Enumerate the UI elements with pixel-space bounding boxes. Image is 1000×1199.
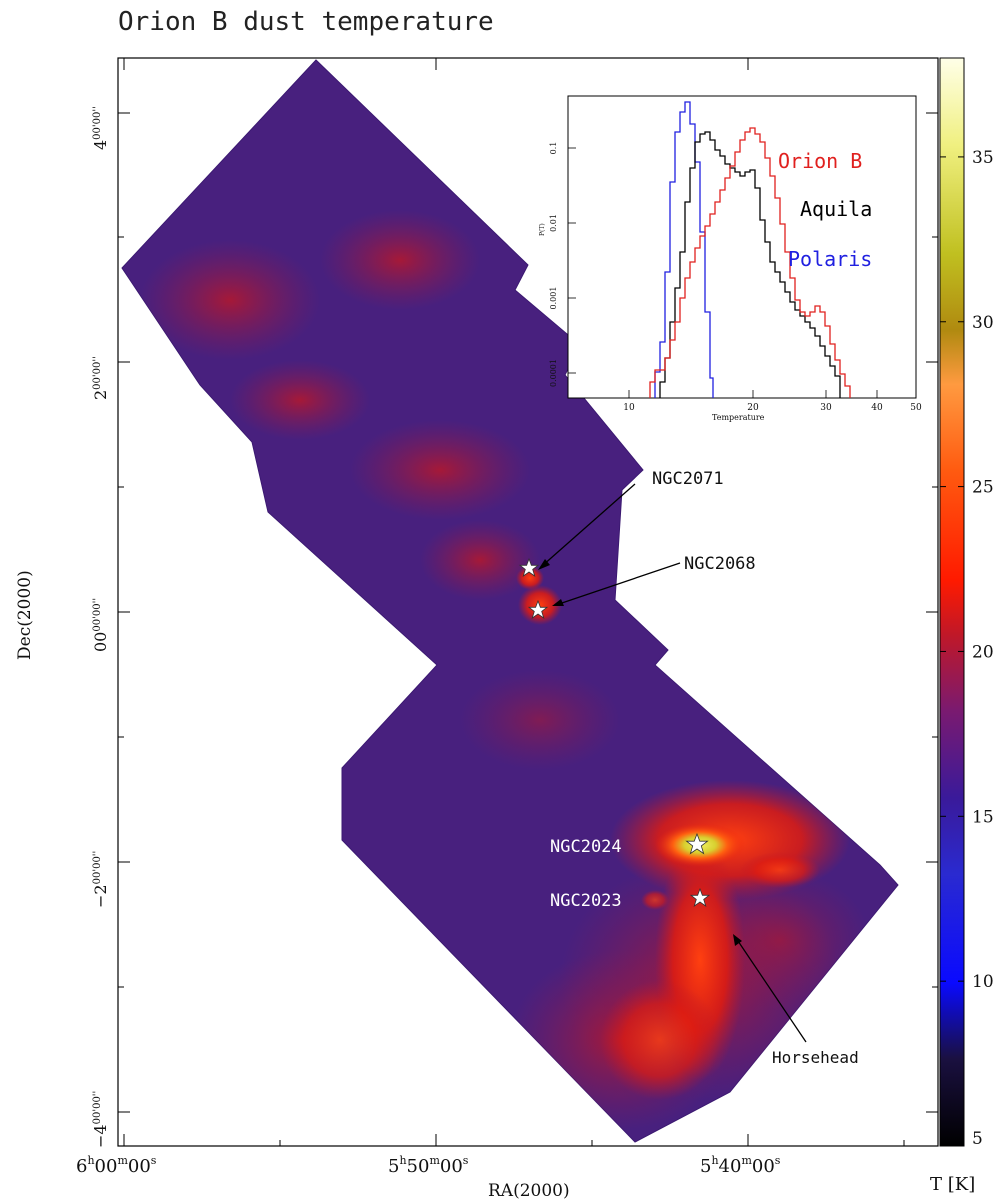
y-tick-label: 0000'00'' [91,598,110,652]
inset-frame [567,95,917,399]
y-axis-label: Dec(2000) [15,570,35,660]
legend-orion-b: Orion B [778,149,862,173]
colorbar-tick-label: 5 [972,1129,983,1149]
inset-y-tick-labels: 0.1 0.01 0.001 0.0001 [549,142,558,387]
star-icon [685,832,709,855]
histogram-orion-b [649,127,851,398]
colorbar-ticks: 5 10 15 20 25 30 35 [940,148,994,1149]
colorbar-tick-label: 35 [972,148,994,168]
colorbar-tick-label: 30 [972,313,994,333]
colorbar-tick-label: 15 [972,807,994,827]
inset-x-tick-label: 10 [623,403,635,413]
colorbar-tick-label: 10 [972,972,994,992]
inset-x-label: Temperature [712,413,765,422]
inset-x-tick-label: 40 [871,403,883,413]
inset-x-tick-label: 30 [820,403,832,413]
histogram-aquila [659,131,841,398]
legend-polaris: Polaris [788,247,872,271]
y-tick-label: −400'00'' [91,1091,110,1148]
x-tick-labels: 6h00m00s 5h50m00s 5h40m00s [76,1154,781,1177]
y-tick-label: 200'00'' [91,356,110,400]
x-axis [123,58,905,1146]
y-tick-label: −200'00'' [91,851,110,908]
x-tick-label: 5h40m00s [700,1154,781,1177]
inset-y-tick-label: 0.0001 [549,359,558,387]
inset-x-tick-labels: 10 20 30 40 50 [623,403,922,413]
inset-y-tick-label: 0.001 [549,287,558,310]
x-tick-label: 6h00m00s [76,1154,157,1177]
colorbar-label: T [K] [930,1174,975,1195]
inset-x-tick-label: 50 [910,403,922,413]
inset-y-ticks [568,147,576,374]
annotations: NGC2071 NGC2068 NGC2024 NGC2023 Horsehea… [538,469,859,1067]
star-icon [518,557,540,577]
colorbar-tick-label: 20 [972,642,994,662]
star-markers [518,557,711,907]
colorbar-tick-label: 25 [972,478,994,498]
label-ngc2024: NGC2024 [550,837,622,857]
histogram-polaris [654,101,714,398]
legend-aquila: Aquila [800,197,872,221]
star-icon [689,887,711,907]
label-ngc2071: NGC2071 [652,469,724,489]
inset-x-tick-label: 20 [747,403,759,413]
colorbar: 5 10 15 20 25 30 35 T [K] [930,57,994,1195]
colorbar-scale [939,57,965,1147]
inset-x-ticks [628,390,917,398]
x-tick-label: 5h50m00s [388,1154,469,1177]
figure-title: Orion B dust temperature [118,7,494,37]
y-axis [118,112,938,1113]
y-tick-label: 400'00'' [91,106,110,150]
inset-y-label: P(T) [539,223,546,236]
label-horsehead: Horsehead [772,1048,859,1067]
y-tick-labels: 400'00'' 200'00'' 0000'00'' −200'00'' −4… [91,106,110,1148]
label-ngc2023: NGC2023 [550,891,622,911]
inset-y-tick-label: 0.1 [549,142,558,155]
label-ngc2068: NGC2068 [684,554,756,574]
x-axis-label: RA(2000) [488,1181,570,1199]
map-frame [117,57,939,1147]
star-icon [527,599,549,619]
inset-histogram: 10 20 30 40 50 Temperature 0.1 0.01 0.00… [539,95,922,422]
inset-y-tick-label: 0.01 [549,214,558,232]
